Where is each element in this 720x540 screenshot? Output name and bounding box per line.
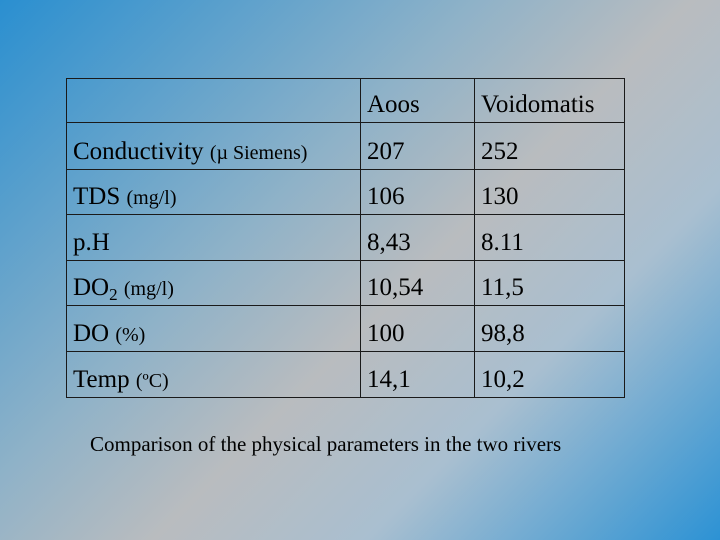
parameter-unit: (%) bbox=[115, 324, 146, 346]
voidomatis-value: 10,2 bbox=[474, 351, 625, 398]
parameter-cell: Conductivity (µ Siemens) bbox=[66, 122, 361, 170]
parameter-name: TDS bbox=[73, 183, 121, 210]
parameter-name: p.H bbox=[73, 229, 110, 256]
parameter-name: DO bbox=[73, 274, 110, 301]
parameter-unit: (µ Siemens) bbox=[209, 142, 308, 164]
table-caption: Comparison of the physical parameters in… bbox=[90, 432, 562, 456]
header-cell-voidomatis: Voidomatis bbox=[474, 78, 625, 123]
parameter-name: DO bbox=[73, 320, 110, 347]
aoos-value: 10,54 bbox=[360, 260, 475, 306]
aoos-value: 106 bbox=[360, 169, 475, 215]
voidomatis-value: 8.11 bbox=[474, 214, 625, 261]
table-row: DO (%) 100 98,8 bbox=[66, 305, 625, 352]
parameter-name: Conductivity bbox=[73, 138, 204, 165]
table-row: Temp (ºC) 14,1 10,2 bbox=[66, 351, 625, 398]
parameter-cell: TDS (mg/l) bbox=[66, 169, 361, 215]
table-row: Conductivity (µ Siemens) 207 252 bbox=[66, 122, 625, 170]
parameter-subscript: 2 bbox=[109, 285, 118, 304]
parameter-unit: (ºC) bbox=[135, 370, 169, 392]
parameter-unit: (mg/l) bbox=[123, 278, 174, 300]
aoos-value: 14,1 bbox=[360, 351, 475, 398]
parameter-unit: (mg/l) bbox=[126, 187, 177, 209]
parameter-cell: Temp (ºC) bbox=[66, 351, 361, 398]
parameter-cell: p.H bbox=[66, 214, 361, 261]
voidomatis-value: 98,8 bbox=[474, 305, 625, 352]
parameter-cell: DO (%) bbox=[66, 305, 361, 352]
header-cell-aoos: Aoos bbox=[360, 78, 475, 123]
table-row: p.H 8,43 8.11 bbox=[66, 214, 625, 261]
aoos-value: 100 bbox=[360, 305, 475, 352]
parameter-cell: DO2 (mg/l) bbox=[66, 260, 361, 306]
voidomatis-value: 130 bbox=[474, 169, 625, 215]
table-row: DO2 (mg/l) 10,54 11,5 bbox=[66, 260, 625, 306]
parameters-table: Aoos Voidomatis Conductivity (µ Siemens)… bbox=[66, 78, 625, 398]
voidomatis-value: 11,5 bbox=[474, 260, 625, 306]
header-cell-parameter bbox=[66, 78, 361, 123]
voidomatis-value: 252 bbox=[474, 122, 625, 170]
table-header-row: Aoos Voidomatis bbox=[66, 78, 625, 123]
parameter-name: Temp bbox=[73, 366, 130, 393]
table-row: TDS (mg/l) 106 130 bbox=[66, 169, 625, 215]
aoos-value: 8,43 bbox=[360, 214, 475, 261]
aoos-value: 207 bbox=[360, 122, 475, 170]
